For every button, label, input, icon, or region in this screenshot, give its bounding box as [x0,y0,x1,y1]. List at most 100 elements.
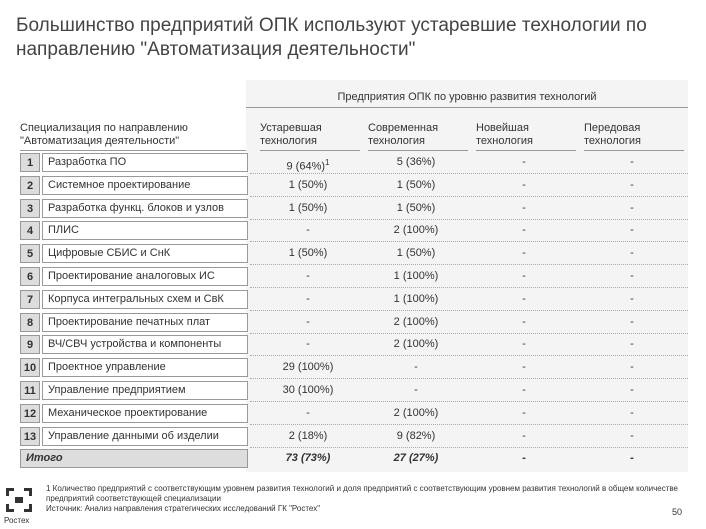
total-cell: 73 (73%) [285,452,331,465]
row-number: 6 [20,267,40,286]
total-cell: - [522,452,526,465]
row-number: 10 [20,358,40,378]
value-cell: - [522,224,526,237]
value-cell: - [522,315,526,328]
row-header: Специализация по направлению "Автоматиза… [20,122,246,151]
value-cell: - [522,406,526,419]
value-cell: 5 (36%) [396,156,436,168]
value-cell: - [630,338,634,351]
value-cell: - [306,406,310,419]
row-number: 7 [20,289,40,309]
total-cell: 27 (27%) [393,452,439,465]
value-cell: - [630,384,634,396]
value-cell: - [630,247,634,260]
row-name: Механическое проектирование [42,403,248,423]
value-cell: - [522,178,526,191]
column-header: Современная технология [368,122,468,151]
row-number: 4 [20,221,40,241]
value-cell: - [522,384,526,396]
value-cell: - [306,292,310,305]
row-separator [250,355,688,357]
column-header: Передовая технология [584,122,684,151]
value-cell: - [306,224,310,237]
row-name: Разработка ПО [42,153,248,172]
row-separator [250,287,688,288]
row-name: ПЛИС [42,221,248,241]
value-cell: 2 (18%) [288,429,328,442]
value-cell: - [522,338,526,351]
value-cell: - [414,384,418,396]
value-cell: - [630,315,634,328]
value-cell: 29 (100%) [282,361,334,374]
row-separator [250,195,688,197]
value-cell: 1 (100%) [393,270,439,282]
row-number: 9 [20,335,40,355]
value-cell: - [306,315,310,328]
value-cell: 1 (50%) [396,178,436,191]
value-cell: 1 (50%) [288,201,328,214]
row-name: Проектное управление [42,358,248,378]
row-separator [250,423,688,425]
logo-mark [6,488,32,512]
row-number: 11 [20,381,40,400]
page-number: 50 [672,507,683,517]
row-separator [250,446,688,448]
row-separator [250,378,688,380]
row-name: ВЧ/СВЧ устройства и компоненты [42,335,248,355]
value-cell: 1 (50%) [396,201,436,214]
row-name: Управление данными об изделии [42,426,248,446]
value-cell: - [630,292,634,305]
slide-title: Большинство предприятий ОПК используют у… [16,15,647,60]
footer: 1 Количество предприятий с соответствующ… [46,484,686,514]
value-cell: - [522,247,526,260]
row-separator [250,218,688,220]
total-cell: - [630,452,634,465]
row-number: 8 [20,312,40,332]
row-number: 13 [20,426,40,446]
row-name: Разработка функц. блоков и узлов [42,198,248,218]
value-cell: - [630,224,634,237]
value-cell: - [522,361,526,374]
value-cell: 30 (100%) [282,384,334,396]
row-separator [250,173,688,174]
value-cell: - [306,338,310,351]
value-cell: - [630,201,634,214]
value-cell: - [522,270,526,282]
footnote: 1 Количество предприятий с соответствующ… [46,484,678,503]
value-cell: - [522,292,526,305]
value-cell: 1 (50%) [288,178,328,191]
row-name: Корпуса интегральных схем и СвК [42,289,248,309]
row-separator [250,401,688,402]
value-cell: 1 (50%) [396,247,436,260]
value-cell: 1 (100%) [393,292,439,305]
value-cell: 9 (64%)1 [286,158,330,173]
row-name: Проектирование печатных плат [42,312,248,332]
note-marker: 1 [325,158,330,167]
header-panel [246,80,688,472]
value-cell: - [522,201,526,214]
source: Источник: Анализ направления стратегичес… [46,504,321,513]
value-cell: - [522,429,526,442]
group-header: Предприятия ОПК по уровню развития техно… [246,91,688,108]
value-cell: 2 (100%) [393,315,439,328]
value-cell: 2 (100%) [393,224,439,237]
value-cell: - [630,156,634,168]
row-name: Проектирование аналоговых ИС [42,267,248,286]
row-number: 12 [20,403,40,423]
value-cell: - [630,429,634,442]
value-cell: - [306,270,310,282]
row-number: 1 [20,153,40,172]
row-name: Системное проектирование [42,175,248,195]
value-cell: - [630,270,634,282]
row-number: 5 [20,244,40,264]
row-name: Управление предприятием [42,381,248,400]
value-cell: 9 (82%) [396,429,436,442]
column-header: Устаревшая технология [260,122,360,151]
value-cell: 1 (50%) [288,247,328,260]
row-name: Цифровые СБИС и СнК [42,244,248,264]
value-cell: - [414,361,418,374]
value-cell: 2 (100%) [393,406,439,419]
row-number: 2 [20,175,40,195]
row-separator [250,264,688,266]
